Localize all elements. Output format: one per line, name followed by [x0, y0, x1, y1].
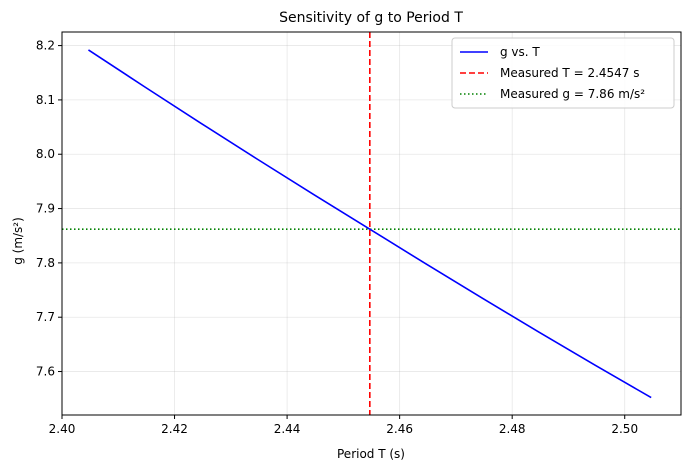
x-tick-label: 2.50: [611, 422, 638, 436]
y-tick-label: 7.9: [36, 202, 55, 216]
g-vs-t-line: [88, 49, 652, 399]
x-tick-label: 2.44: [274, 422, 301, 436]
legend-entry: Measured T = 2.4547 s: [500, 66, 640, 80]
y-tick-label: 8.2: [36, 39, 55, 53]
y-tick-label: 7.7: [36, 310, 55, 324]
y-axis-label: g (m/s²): [11, 217, 25, 265]
x-axis-ticks: 2.40 2.42 2.44 2.46 2.48 2.50: [49, 415, 638, 436]
y-tick-label: 7.8: [36, 256, 55, 270]
x-tick-label: 2.42: [161, 422, 188, 436]
plot-frame: [61, 31, 682, 416]
reference-lines: [62, 32, 681, 415]
y-axis-ticks: 7.6 7.7 7.8 7.9 8.0 8.1 8.2: [36, 39, 62, 379]
legend-entry: g vs. T: [500, 45, 540, 59]
x-tick-label: 2.48: [499, 422, 526, 436]
x-tick-label: 2.40: [49, 422, 76, 436]
y-tick-label: 8.1: [36, 93, 55, 107]
x-tick-label: 2.46: [386, 422, 413, 436]
chart-title: Sensitivity of g to Period T: [279, 10, 463, 26]
y-tick-label: 7.6: [36, 365, 55, 379]
series-lines: [88, 49, 652, 399]
legend-entry: Measured g = 7.86 m/s²: [500, 87, 645, 101]
legend-box: [451, 37, 675, 109]
legend: g vs. T Measured T = 2.4547 s Measured g =…: [451, 37, 675, 109]
x-axis-label: Period T (s): [337, 447, 405, 461]
y-tick-label: 8.0: [36, 147, 55, 161]
